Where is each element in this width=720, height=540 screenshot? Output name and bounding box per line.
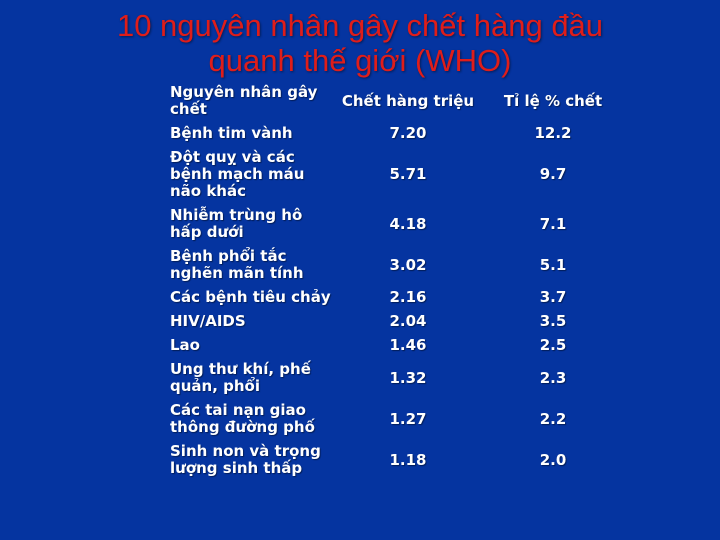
cause-cell: Bệnh tim vành <box>170 124 293 142</box>
cause-cell: Lao <box>170 336 200 354</box>
deaths-cell: 1.32 <box>389 368 427 387</box>
percent-cell: 7.1 <box>539 214 567 233</box>
deaths-cell: 3.02 <box>389 255 427 274</box>
percent-cell: 9.7 <box>539 165 567 183</box>
deaths-cell: 7.20 <box>389 124 427 142</box>
cause-cell: Các bệnh tiêu chảy <box>170 288 331 306</box>
cause-cell: Các tai nạn giao thông đường phố <box>170 401 315 436</box>
cause-cell: Bệnh phổi tắc nghẽn mãn tính <box>170 247 304 282</box>
deaths-cell: 1.46 <box>389 336 427 354</box>
cause-cell: Nhiễm trùng hô hấp dưới <box>170 206 303 241</box>
table-row: Các tai nạn giao thông đường phố 1.27 2.… <box>170 398 628 439</box>
table-row: Ung thư khí, phế quản, phổi 1.32 2.3 <box>170 357 628 398</box>
deaths-cell: 2.16 <box>389 288 427 306</box>
percent-cell: 12.2 <box>534 124 572 142</box>
causes-of-death-table: Nguyên nhân gây chết Chết hàng triệu Tỉ … <box>170 80 628 480</box>
deaths-cell: 2.04 <box>389 312 427 330</box>
table-body: Bệnh tim vành 7.20 12.2 Đột quỵ và các b… <box>170 121 628 480</box>
table-row: HIV/AIDS 2.04 3.5 <box>170 309 628 333</box>
table-row: Nhiễm trùng hô hấp dưới 4.18 7.1 <box>170 203 628 244</box>
percent-cell: 2.0 <box>539 450 567 469</box>
column-header-deaths-millions: Chết hàng triệu <box>341 91 475 110</box>
percent-cell: 2.5 <box>539 336 567 354</box>
table-row: Đột quỵ và các bệnh mạch máu não khác 5.… <box>170 145 628 203</box>
table-row: Bệnh phổi tắc nghẽn mãn tính 3.02 5.1 <box>170 244 628 285</box>
column-header-percent: Tỉ lệ % chết <box>503 91 603 110</box>
percent-cell: 3.7 <box>539 288 567 306</box>
percent-cell: 5.1 <box>539 255 567 274</box>
table-header-row: Nguyên nhân gây chết Chết hàng triệu Tỉ … <box>170 80 628 121</box>
deaths-cell: 4.18 <box>389 214 427 233</box>
deaths-cell: 1.18 <box>389 450 427 469</box>
cause-cell: Sinh non và trọng lượng sinh thấp <box>170 442 321 477</box>
cause-cell: Ung thư khí, phế quản, phổi <box>170 360 311 395</box>
cause-cell: HIV/AIDS <box>170 312 246 330</box>
deaths-cell: 5.71 <box>389 165 427 183</box>
percent-cell: 2.2 <box>539 409 567 428</box>
table-row: Lao 1.46 2.5 <box>170 333 628 357</box>
slide-title-line1: 10 nguyên nhân gây chết hàng đầu <box>116 8 604 43</box>
table-row: Bệnh tim vành 7.20 12.2 <box>170 121 628 145</box>
slide-title-line2: quanh thế giới (WHO) <box>208 43 512 78</box>
table-header: Nguyên nhân gây chết Chết hàng triệu Tỉ … <box>170 80 628 121</box>
deaths-cell: 1.27 <box>389 409 427 428</box>
percent-cell: 3.5 <box>539 312 567 330</box>
table-row: Các bệnh tiêu chảy 2.16 3.7 <box>170 285 628 309</box>
cause-cell: Đột quỵ và các bệnh mạch máu não khác <box>170 148 305 200</box>
percent-cell: 2.3 <box>539 368 567 387</box>
column-header-cause: Nguyên nhân gây chết <box>170 83 318 118</box>
slide-title: 10 nguyên nhân gây chết hàng đầu quanh t… <box>0 8 720 78</box>
table-row: Sinh non và trọng lượng sinh thấp 1.18 2… <box>170 439 628 480</box>
